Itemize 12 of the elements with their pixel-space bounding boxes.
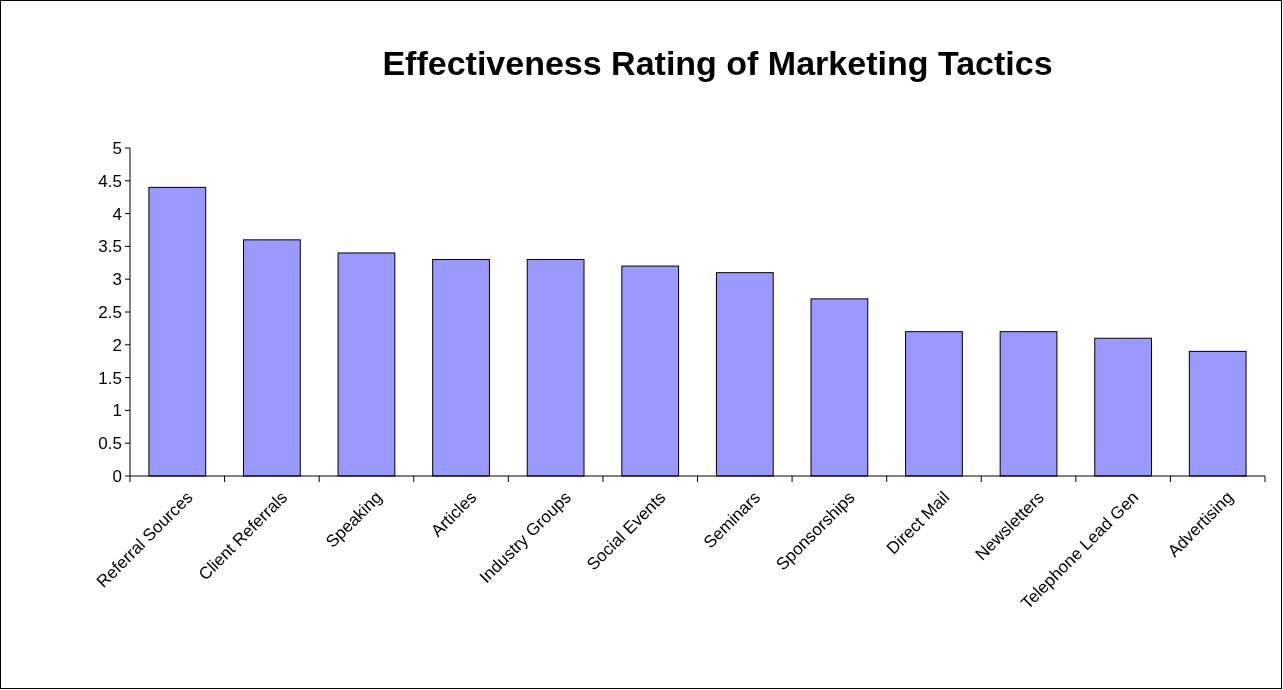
- y-tick-label: 0.5: [98, 434, 122, 454]
- y-tick-label: 4.5: [98, 171, 122, 191]
- y-tick-label: 4: [112, 204, 122, 224]
- y-tick-label: 3: [112, 270, 122, 290]
- y-tick-label: 3.5: [98, 237, 122, 257]
- y-tick-label: 1: [112, 401, 122, 421]
- y-tick-label: 0: [112, 466, 122, 486]
- chart-title: Effectiveness Rating of Marketing Tactics: [382, 44, 1053, 82]
- y-tick-label: 1.5: [98, 368, 122, 388]
- y-tick-label: 2.5: [98, 302, 122, 322]
- y-tick-label: 5: [112, 138, 122, 158]
- y-tick-label: 2: [112, 335, 122, 355]
